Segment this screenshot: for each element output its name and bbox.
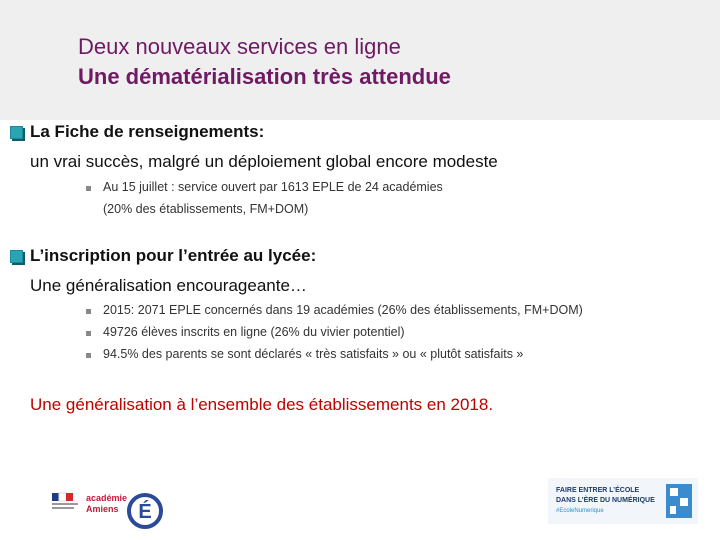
bullet-icon [10,126,23,139]
title: Deux nouveaux services en ligne [78,34,401,59]
section-heading: L’inscription pour l’entrée au lycée: [30,246,317,265]
sub-item: (20% des établissements, FM+DOM) [103,202,309,216]
sub-item: 2015: 2071 EPLE concernés dans 19 académ… [103,303,583,317]
header-band [0,0,720,120]
sub-bullet [86,331,91,336]
sub-item: 49726 élèves inscrits en ligne (26% du v… [103,325,405,339]
svg-text:É: É [138,500,151,523]
conclusion: Une généralisation à l’ensemble des étab… [30,395,494,414]
section-text: Une généralisation encourageante… [30,276,307,295]
sub-bullet [86,353,91,358]
logo-text: FAIRE ENTRER L’ÉCOLE [556,485,640,494]
sub-bullet [86,186,91,191]
bullet-icon [10,250,23,263]
sub-item: 94.5% des parents se sont déclarés « trè… [103,347,524,361]
logo-text: Amiens [86,504,119,514]
sub-item: Au 15 juillet : service ouvert par 1613 … [103,180,443,194]
logo-text: DANS L’ÈRE DU NUMÉRIQUE [556,495,655,504]
logo-right: FAIRE ENTRER L’ÉCOLE DANS L’ÈRE DU NUMÉR… [548,478,698,524]
logo-text: académie [86,493,127,503]
subtitle: Une dématérialisation très attendue [78,64,451,89]
logo-left: académie Amiens É [52,492,163,529]
section-heading: La Fiche de renseignements: [30,122,265,141]
logo-text: #EcoleNumerique [556,508,604,514]
section-text: un vrai succès, malgré un déploiement gl… [30,152,498,171]
sub-bullet [86,309,91,314]
